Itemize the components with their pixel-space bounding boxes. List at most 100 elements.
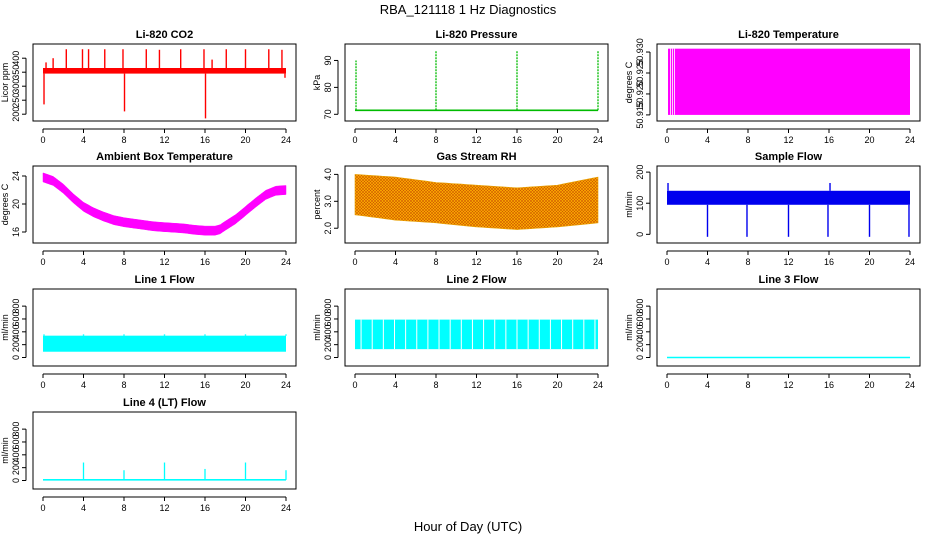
- plot-frame: [344, 165, 609, 244]
- panel-co2: Li-820 CO2 0 4 8 12 16 20 24 200250300350400Lico…: [0, 29, 297, 145]
- x-tick-label: 24: [281, 257, 291, 267]
- y-tick-label: 400: [323, 324, 333, 339]
- panel-line1: Line 1 Flow 0 4 8 12 16 20 24 0 200400600800ml/mi…: [0, 274, 297, 390]
- data-band: [667, 190, 910, 205]
- data-fill: [668, 48, 910, 115]
- y-tick-label: 200: [11, 107, 21, 122]
- x-tick-label: 8: [121, 380, 126, 390]
- series-licor_temp: [668, 48, 910, 115]
- series-box_temp: [42, 172, 287, 236]
- y-tick-label: 0: [635, 232, 645, 237]
- x-tick-label: 16: [512, 135, 522, 145]
- plot-frame: [656, 43, 921, 122]
- panel-box_temp: Ambient Box Temperature 0 4 8 12 16 20 24 16 20 24…: [0, 151, 297, 267]
- panel-title: Li-820 Temperature: [738, 29, 839, 41]
- x-tick-label: 20: [240, 380, 250, 390]
- y-axis-label: ml/min: [0, 314, 10, 341]
- x-tick-label: 16: [824, 257, 834, 267]
- x-axis: 0 4 8 12 16 20 24: [664, 128, 915, 145]
- x-axis: 0 4 8 12 16 20 24: [352, 250, 603, 267]
- y-tick-label: 400: [635, 324, 645, 339]
- panel-title: Ambient Box Temperature: [96, 151, 233, 163]
- x-tick-label: 24: [905, 380, 915, 390]
- x-tick-label: 12: [159, 135, 169, 145]
- x-tick-label: 12: [471, 380, 481, 390]
- data-envelope: [354, 174, 599, 230]
- plot-frame: [32, 43, 297, 122]
- x-tick-label: 16: [200, 380, 210, 390]
- x-tick-label: 4: [393, 135, 398, 145]
- x-tick-label: 16: [512, 257, 522, 267]
- x-tick-label: 8: [745, 380, 750, 390]
- y-tick-label: 300: [11, 79, 21, 94]
- x-tick-label: 12: [471, 257, 481, 267]
- y-tick-label: 250: [11, 93, 21, 108]
- y-tick-label: 200: [11, 460, 21, 475]
- y-tick-label: 0: [635, 355, 645, 360]
- y-axis-label: ml/min: [624, 191, 634, 218]
- y-axis: 0 100 200: [635, 165, 651, 237]
- x-tick-label: 12: [159, 503, 169, 513]
- x-tick-label: 20: [240, 135, 250, 145]
- x-tick-label: 0: [664, 257, 669, 267]
- x-tick-label: 0: [40, 503, 45, 513]
- x-tick-label: 16: [200, 257, 210, 267]
- plot-frame: [32, 288, 297, 367]
- series-rh: [354, 174, 599, 230]
- y-tick-label: 200: [323, 337, 333, 352]
- x-tick-label: 12: [783, 380, 793, 390]
- panel-line2: Line 2 Flow 0 4 8 12 16 20 24 0 200400600800ml/mi…: [312, 274, 609, 390]
- x-tick-label: 12: [159, 380, 169, 390]
- x-axis: 0 4 8 12 16 20 24: [664, 373, 915, 390]
- x-tick-label: 12: [471, 135, 481, 145]
- y-axis-label: ml/min: [0, 437, 10, 464]
- x-tick-label: 8: [121, 257, 126, 267]
- y-tick-label: 4.0: [323, 168, 333, 181]
- y-tick-label: 600: [11, 311, 21, 326]
- x-tick-label: 24: [281, 503, 291, 513]
- x-tick-label: 20: [552, 380, 562, 390]
- y-axis-label: percent: [312, 189, 322, 220]
- data-line: [42, 172, 287, 236]
- x-tick-label: 4: [81, 380, 86, 390]
- panel-title: Li-820 CO2: [136, 29, 193, 41]
- x-tick-label: 0: [352, 135, 357, 145]
- x-tick-label: 8: [433, 380, 438, 390]
- y-axis-label: degrees C: [624, 61, 634, 103]
- y-tick-label: 200: [635, 165, 645, 180]
- y-tick-label: 70: [323, 109, 333, 119]
- x-axis: 0 4 8 12 16 20 24: [40, 128, 291, 145]
- x-tick-label: 16: [824, 380, 834, 390]
- y-tick-label: 400: [11, 324, 21, 339]
- panel-sample_flow: Sample Flow 0 4 8 12 16 20 24 0 100 200 ml/min: [624, 151, 921, 267]
- data-band: [355, 319, 598, 350]
- x-tick-label: 4: [81, 135, 86, 145]
- x-tick-label: 24: [593, 257, 603, 267]
- figure-title: RBA_121118 1 Hz Diagnostics: [380, 2, 557, 17]
- x-tick-label: 8: [433, 257, 438, 267]
- panel-licor_temp: Li-820 Temperature 0 4 8 12 16 20 24 50.91550.92…: [624, 29, 921, 145]
- x-tick-label: 12: [783, 257, 793, 267]
- y-tick-label: 600: [11, 434, 21, 449]
- x-tick-label: 4: [393, 380, 398, 390]
- y-tick-label: 20: [11, 199, 21, 209]
- panel-line3: Line 3 Flow 0 4 8 12 16 20 24 0 200400600800ml/mi…: [624, 274, 921, 390]
- x-tick-label: 16: [200, 503, 210, 513]
- plot-frame: [656, 288, 921, 367]
- y-tick-label: 800: [323, 299, 333, 314]
- x-tick-label: 4: [81, 257, 86, 267]
- x-tick-label: 20: [240, 503, 250, 513]
- x-tick-label: 16: [200, 135, 210, 145]
- panel-title: Line 4 (LT) Flow: [123, 397, 206, 409]
- series-line2: [355, 319, 598, 350]
- panel-title: Gas Stream RH: [436, 151, 516, 163]
- x-axis: 0 4 8 12 16 20 24: [40, 496, 291, 513]
- y-tick-label: 50.925: [635, 59, 645, 87]
